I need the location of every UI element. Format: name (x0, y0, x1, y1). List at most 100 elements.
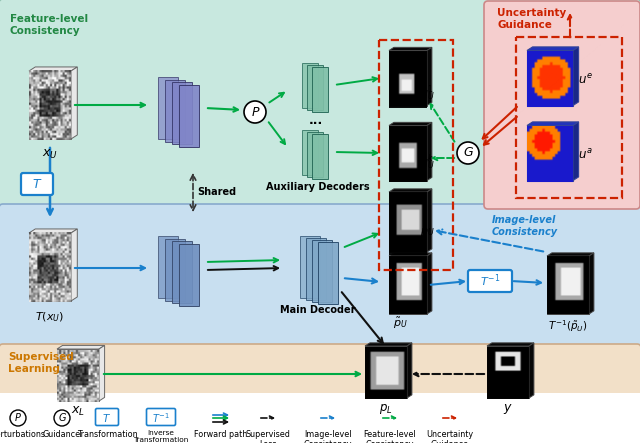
FancyBboxPatch shape (306, 238, 326, 300)
FancyBboxPatch shape (172, 241, 192, 303)
Polygon shape (99, 346, 104, 401)
FancyBboxPatch shape (302, 62, 318, 108)
FancyBboxPatch shape (468, 270, 512, 292)
Text: $x_L$: $x_L$ (71, 405, 85, 418)
Polygon shape (527, 51, 573, 105)
Text: Supervised
Learning: Supervised Learning (8, 352, 74, 373)
Polygon shape (407, 343, 412, 398)
FancyBboxPatch shape (302, 129, 318, 175)
Polygon shape (71, 67, 77, 139)
Text: Feature-level
Consistency: Feature-level Consistency (364, 430, 416, 443)
Circle shape (457, 142, 479, 164)
FancyBboxPatch shape (0, 204, 640, 357)
Text: Supervised
Loss: Supervised Loss (246, 430, 291, 443)
Polygon shape (29, 233, 71, 301)
FancyBboxPatch shape (165, 238, 185, 300)
Text: Forward path: Forward path (195, 430, 248, 439)
FancyBboxPatch shape (95, 408, 118, 425)
Text: $p_L$: $p_L$ (380, 402, 393, 416)
Polygon shape (427, 253, 432, 314)
Polygon shape (389, 47, 432, 51)
FancyBboxPatch shape (21, 173, 53, 195)
Polygon shape (529, 343, 534, 398)
Polygon shape (389, 256, 427, 314)
FancyBboxPatch shape (307, 132, 323, 176)
Polygon shape (547, 253, 594, 256)
Polygon shape (389, 189, 432, 192)
Text: $T$: $T$ (102, 412, 111, 424)
FancyBboxPatch shape (179, 85, 199, 147)
Polygon shape (29, 67, 77, 71)
FancyBboxPatch shape (484, 1, 640, 209)
Text: $p_U$: $p_U$ (420, 226, 435, 238)
FancyBboxPatch shape (312, 66, 328, 112)
Text: Inverse
Transformation: Inverse Transformation (133, 430, 189, 443)
Text: P: P (15, 413, 21, 423)
FancyBboxPatch shape (147, 408, 175, 425)
Text: G: G (58, 413, 66, 423)
Text: Image-level
Consistency: Image-level Consistency (304, 430, 352, 443)
Polygon shape (389, 122, 432, 125)
Circle shape (244, 101, 266, 123)
Text: $x_U$: $x_U$ (42, 148, 58, 161)
Text: Main Decoder: Main Decoder (280, 305, 356, 315)
FancyBboxPatch shape (158, 236, 178, 298)
Polygon shape (389, 51, 427, 105)
Polygon shape (389, 125, 427, 180)
Text: $T(x_U)$: $T(x_U)$ (35, 310, 65, 323)
FancyBboxPatch shape (179, 244, 199, 306)
Polygon shape (427, 47, 432, 105)
Text: $u^e$: $u^e$ (578, 73, 593, 87)
FancyBboxPatch shape (172, 82, 192, 144)
Text: G: G (463, 147, 473, 159)
Polygon shape (427, 122, 432, 180)
Polygon shape (365, 346, 407, 398)
Text: Feature-level
Consistency: Feature-level Consistency (10, 14, 88, 35)
Text: Image-level
Consistency: Image-level Consistency (492, 215, 558, 237)
Text: $T^{-1}(\tilde{p}_U)$: $T^{-1}(\tilde{p}_U)$ (548, 318, 588, 334)
Text: Transformation: Transformation (77, 430, 138, 439)
Polygon shape (427, 189, 432, 252)
Text: P: P (252, 105, 259, 118)
Polygon shape (389, 192, 427, 252)
Polygon shape (487, 346, 529, 398)
FancyBboxPatch shape (300, 236, 320, 298)
FancyBboxPatch shape (0, 0, 640, 212)
Polygon shape (527, 47, 579, 51)
Polygon shape (57, 349, 99, 401)
Polygon shape (57, 346, 104, 349)
FancyBboxPatch shape (158, 77, 178, 139)
Text: $q_U^k$: $q_U^k$ (420, 152, 435, 172)
Polygon shape (389, 253, 432, 256)
FancyBboxPatch shape (165, 79, 185, 141)
Text: $q_U^1$: $q_U^1$ (420, 83, 435, 103)
Text: Shared: Shared (197, 187, 236, 197)
Polygon shape (527, 122, 579, 125)
Polygon shape (29, 229, 77, 233)
Circle shape (54, 410, 70, 426)
Text: Perturbations: Perturbations (0, 430, 45, 439)
Text: $T^{-1}$: $T^{-1}$ (152, 411, 170, 425)
Polygon shape (547, 256, 589, 314)
Polygon shape (573, 122, 579, 180)
Polygon shape (29, 71, 71, 139)
Text: $u^a$: $u^a$ (578, 148, 593, 162)
Polygon shape (527, 125, 573, 180)
Polygon shape (487, 343, 534, 346)
Text: ...: ... (402, 123, 414, 133)
Polygon shape (589, 253, 594, 314)
Text: Guidance: Guidance (43, 430, 81, 439)
FancyBboxPatch shape (312, 240, 332, 302)
Text: $\tilde{p}_U$: $\tilde{p}_U$ (392, 316, 408, 331)
Text: ...: ... (309, 113, 323, 127)
Text: $T$: $T$ (32, 178, 42, 190)
Text: $T^{-1}$: $T^{-1}$ (480, 273, 500, 289)
Text: Uncertainty
Guidance: Uncertainty Guidance (426, 430, 474, 443)
FancyBboxPatch shape (0, 344, 640, 397)
FancyBboxPatch shape (0, 393, 640, 443)
FancyBboxPatch shape (312, 133, 328, 179)
FancyBboxPatch shape (318, 242, 338, 304)
Text: Uncertainty
Guidance: Uncertainty Guidance (497, 8, 566, 30)
Text: Auxiliary Decoders: Auxiliary Decoders (266, 182, 370, 192)
Polygon shape (71, 229, 77, 301)
